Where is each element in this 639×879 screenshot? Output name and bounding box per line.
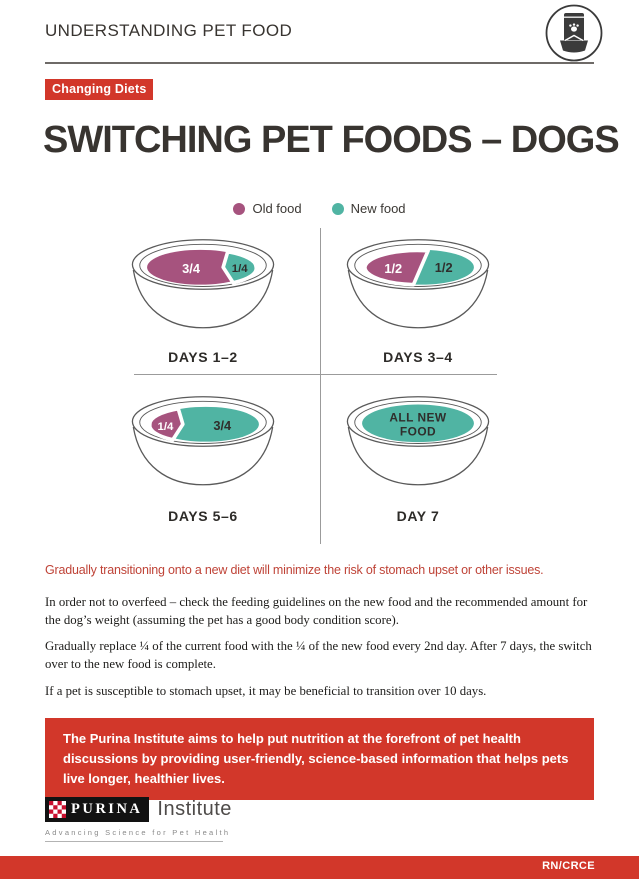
- new-food-fraction: 3/4: [213, 418, 232, 433]
- institute-text: Institute: [157, 798, 232, 820]
- header-divider-rule: [45, 62, 594, 64]
- bowl-label-days-1-2: DAYS 1–2: [168, 349, 238, 365]
- all-new-food-line2: FOOD: [400, 424, 436, 438]
- diagram-horizontal-divider: [134, 374, 497, 375]
- paragraph-overfeed: In order not to overfeed – check the fee…: [45, 595, 588, 627]
- legend-item-new-food: New food: [331, 201, 406, 216]
- purina-brand-text: PURINA: [71, 801, 143, 817]
- bowl-diagram-days-1-2: 3/4 1/4: [118, 237, 288, 336]
- footer-brand-block: PURINA Institute Advancing Science for P…: [45, 797, 232, 842]
- section-badge: Changing Diets: [45, 79, 154, 100]
- old-food-fraction: 3/4: [182, 261, 201, 276]
- legend-label: New food: [350, 201, 406, 216]
- footer-red-bar: RN/CRCE: [0, 856, 639, 879]
- pet-food-bag-and-bowl-icon: [543, 3, 605, 70]
- paragraph-stomach-upset: If a pet is susceptible to stomach upset…: [45, 683, 487, 698]
- old-food-dot-icon: [233, 202, 246, 215]
- old-food-fraction: 1/2: [384, 261, 402, 276]
- highlight-sentence: Gradually transitioning onto a new diet …: [45, 563, 544, 577]
- old-food-fraction: 1/4: [157, 421, 174, 433]
- purina-wordmark: PURINA: [45, 797, 150, 822]
- purina-institute-logo: PURINA Institute: [45, 797, 232, 822]
- bowl-label-days-5-6: DAYS 5–6: [168, 508, 238, 524]
- legend-item-old-food: Old food: [233, 201, 302, 216]
- body-text-column: Gradually transitioning onto a new diet …: [45, 563, 605, 709]
- bowl-diagram-days-5-6: 1/4 3/4: [118, 394, 288, 493]
- bowl-label-day-7: DAY 7: [396, 508, 440, 524]
- new-food-fraction: 1/2: [435, 260, 453, 275]
- purina-institute-callout: The Purina Institute aims to help put nu…: [45, 718, 594, 801]
- new-food-dot-icon: [331, 202, 344, 215]
- bowl-diagram-day-7: ALL NEW FOOD: [333, 394, 503, 493]
- paragraph-replace-quarter: Gradually replace ¼ of the current food …: [45, 639, 592, 671]
- new-food-fraction: 1/4: [232, 263, 249, 275]
- page-title: SWITCHING PET FOODS – DOGS: [43, 119, 620, 161]
- legend-label: Old food: [252, 201, 302, 216]
- all-new-food-line1: ALL NEW: [389, 411, 447, 425]
- document-code: RN/CRCE: [542, 860, 595, 872]
- brand-tagline: Advancing Science for Pet Health: [45, 828, 228, 842]
- legend: Old food New food: [0, 201, 639, 216]
- diagram-vertical-divider: [320, 228, 321, 544]
- page-header-title: UNDERSTANDING PET FOOD: [45, 21, 293, 40]
- bowl-label-days-3-4: DAYS 3–4: [383, 349, 453, 365]
- bowl-diagram-days-3-4: 1/2 1/2: [333, 237, 503, 336]
- purina-checkerboard-icon: [49, 801, 66, 818]
